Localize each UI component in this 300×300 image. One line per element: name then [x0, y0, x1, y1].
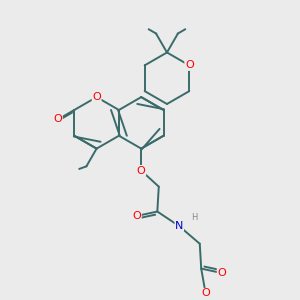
Text: O: O — [217, 268, 226, 278]
Text: O: O — [133, 211, 141, 221]
Text: O: O — [92, 92, 101, 102]
Text: H: H — [191, 213, 197, 222]
Text: O: O — [185, 60, 194, 70]
Text: O: O — [137, 166, 146, 176]
Text: O: O — [201, 289, 210, 298]
Text: N: N — [175, 221, 184, 231]
Text: O: O — [53, 115, 62, 124]
